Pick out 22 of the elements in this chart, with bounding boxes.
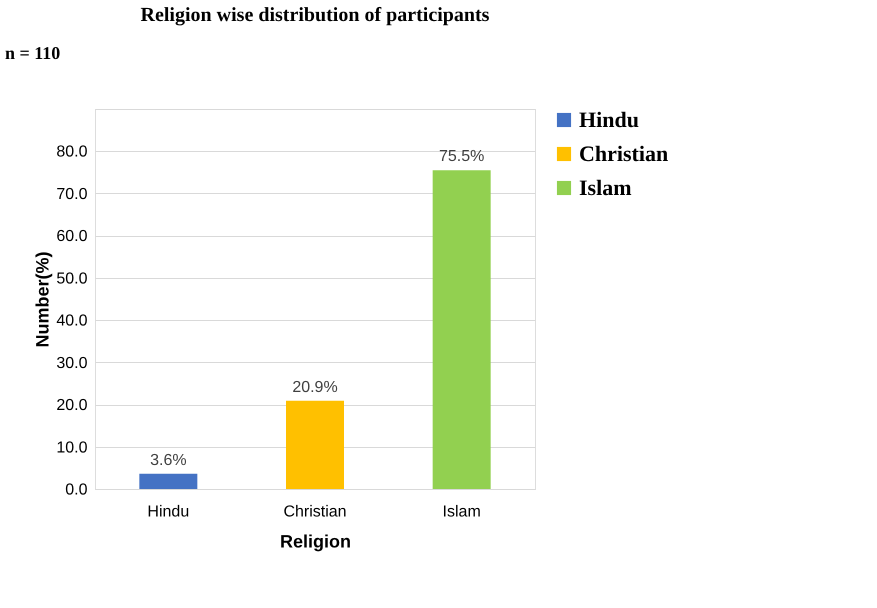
y-tick-label: 0.0 [65, 482, 88, 498]
y-tick-label: 60.0 [56, 228, 88, 246]
x-tick-label: Hindu [147, 504, 190, 520]
legend-label: Christian [579, 141, 668, 166]
y-tick-label: 70.0 [56, 186, 88, 203]
y-tick-label: 30.0 [56, 354, 88, 372]
y-tick-label: 50.0 [56, 270, 88, 288]
legend-label: Hindu [579, 107, 639, 132]
y-tick-label: 10.0 [56, 439, 88, 456]
y-axis-title: Number(%) [32, 251, 52, 348]
y-tick-label: 80.0 [56, 144, 88, 161]
y-tick-label: 40.0 [56, 312, 88, 330]
x-tick-label: Islam [442, 504, 481, 520]
data-label: 3.6% [150, 452, 187, 469]
text: n = 110 [5, 43, 60, 63]
y-tick-label: 20.0 [56, 397, 88, 414]
chart-title: Religion wise distribution of participants [140, 4, 490, 26]
x-axis-title: Religion [280, 532, 351, 552]
x-tick-label: Christian [283, 504, 347, 520]
legend-label: Islam [579, 175, 632, 200]
data-label: 20.9% [292, 378, 338, 396]
data-label: 75.5% [438, 148, 484, 166]
